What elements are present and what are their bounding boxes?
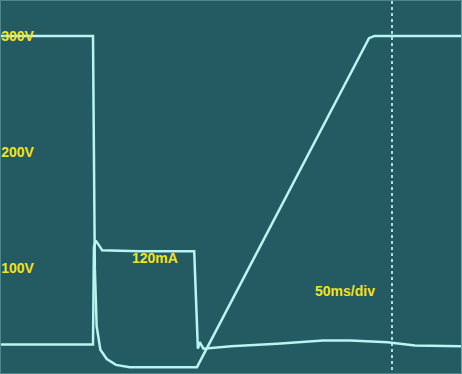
svg-text:300V: 300V [1,28,34,44]
svg-text:50ms/div: 50ms/div [315,283,375,299]
svg-text:120mA: 120mA [132,250,178,266]
svg-text:100V: 100V [1,260,34,276]
svg-text:200V: 200V [1,144,34,160]
